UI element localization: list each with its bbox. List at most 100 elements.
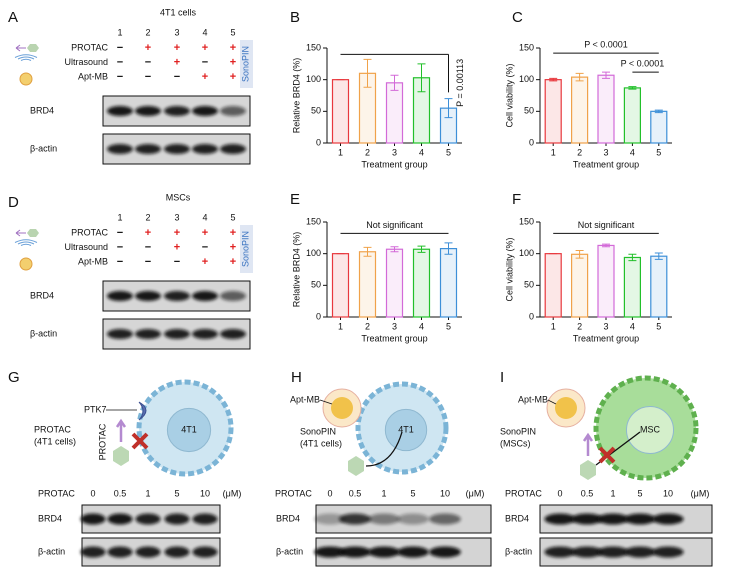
arrow	[582, 432, 594, 456]
cell-nucleus	[626, 406, 674, 454]
microbubble-core	[555, 397, 577, 419]
lane-number: 2	[145, 212, 150, 222]
y-tick-label: 100	[306, 74, 321, 84]
condition-mark: +	[174, 56, 180, 68]
significance-label: P < 0.0001	[621, 58, 665, 68]
cell-nucleus	[384, 408, 428, 452]
blot-row-label: BRD4	[505, 513, 529, 523]
condition-mark: −	[117, 227, 123, 239]
cell-name: 4T1	[181, 424, 197, 434]
lane-number: 5	[230, 27, 235, 37]
blot-band	[135, 329, 161, 339]
condition-label: Apt-MB	[78, 256, 108, 266]
condition-mark: +	[174, 227, 180, 239]
arrow	[365, 431, 403, 467]
x-tick-label: 4	[630, 147, 635, 157]
blot-row-label: BRD4	[38, 513, 62, 523]
blot-band	[571, 513, 603, 525]
blot-band	[164, 291, 190, 301]
blot-band	[107, 513, 133, 525]
y-axis-label: Cell viability (%)	[504, 237, 514, 301]
error-bar	[602, 243, 610, 248]
x-tick-label: 4	[630, 321, 635, 331]
sidebar-box	[240, 40, 253, 88]
receptor	[138, 401, 147, 421]
blot-band	[107, 144, 133, 154]
y-tick-label: 50	[311, 280, 321, 290]
dose-label: 5	[637, 488, 642, 498]
error-bar	[417, 245, 426, 253]
lane-number: 5	[230, 212, 235, 222]
cell-label: SonoPIN	[300, 426, 336, 436]
blot-band	[135, 106, 161, 116]
x-tick-label: 2	[365, 321, 370, 331]
dose-label: 1	[381, 488, 386, 498]
x-tick-label: 5	[446, 321, 451, 331]
leader	[319, 399, 333, 405]
x-axis-label: Treatment group	[361, 159, 427, 169]
dose-label: 0.5	[114, 488, 127, 498]
cell-nucleus	[166, 407, 212, 453]
condition-mark: +	[230, 56, 236, 68]
block-mark	[598, 446, 616, 464]
dose-label: 0	[557, 488, 562, 498]
y-tick-label: 150	[306, 216, 321, 226]
bar	[623, 256, 642, 318]
icon-ultrasound	[14, 239, 38, 243]
lane-number: 2	[145, 27, 150, 37]
blot-band	[192, 546, 218, 558]
blot-band	[544, 546, 576, 558]
panel-letter: E	[290, 191, 300, 208]
dose-unit: (μM)	[691, 488, 710, 498]
sidebar-box	[240, 225, 253, 273]
blot-band	[397, 546, 429, 558]
leader	[547, 399, 557, 405]
dose-header: PROTAC	[38, 488, 75, 498]
icon-ultrasound	[20, 58, 32, 61]
receptor-label: Apt-MB	[518, 394, 548, 404]
bar	[331, 79, 350, 144]
dose-unit: (μM)	[466, 488, 485, 498]
cell-label: (4T1 cells)	[34, 436, 76, 446]
dose-label: 10	[663, 488, 673, 498]
condition-mark: +	[202, 42, 208, 54]
condition-mark: −	[174, 71, 180, 83]
error-bar	[628, 86, 637, 90]
lane-number: 3	[174, 212, 179, 222]
icon-protac	[15, 229, 26, 237]
lane-number: 4	[202, 27, 207, 37]
bar	[358, 251, 377, 318]
dose-label: 0.5	[349, 488, 362, 498]
blot-band	[135, 546, 161, 558]
blot-band	[220, 106, 246, 116]
y-tick-label: 100	[519, 74, 534, 84]
panel-letter: C	[512, 9, 523, 26]
condition-mark: −	[174, 256, 180, 268]
blot-row-label: BRD4	[30, 290, 54, 300]
blot-band	[192, 144, 218, 154]
blot-band	[192, 329, 218, 339]
condition-label: PROTAC	[71, 42, 108, 52]
error-bar	[390, 246, 399, 253]
y-axis-label: Cell viability (%)	[504, 63, 514, 127]
blot-band	[80, 513, 106, 525]
error-bar	[363, 58, 372, 88]
blot-band	[135, 291, 161, 301]
x-tick-label: 1	[551, 321, 556, 331]
blot-title: 4T1 cells	[160, 7, 197, 17]
error-bar	[444, 98, 453, 119]
bar	[331, 253, 350, 318]
cell-label: SonoPIN	[500, 426, 536, 436]
x-tick-label: 3	[392, 147, 397, 157]
blot-band	[597, 513, 629, 525]
x-tick-label: 3	[603, 147, 608, 157]
cell-name: MSC	[640, 424, 661, 434]
blot-band	[624, 513, 656, 525]
protac-molecule	[113, 446, 129, 466]
error-bar	[602, 71, 610, 79]
blot-band	[429, 513, 461, 525]
x-tick-label: 3	[603, 321, 608, 331]
y-axis-label: Relative BRD4 (%)	[291, 58, 301, 134]
bar	[544, 253, 562, 318]
condition-mark: −	[117, 56, 123, 68]
